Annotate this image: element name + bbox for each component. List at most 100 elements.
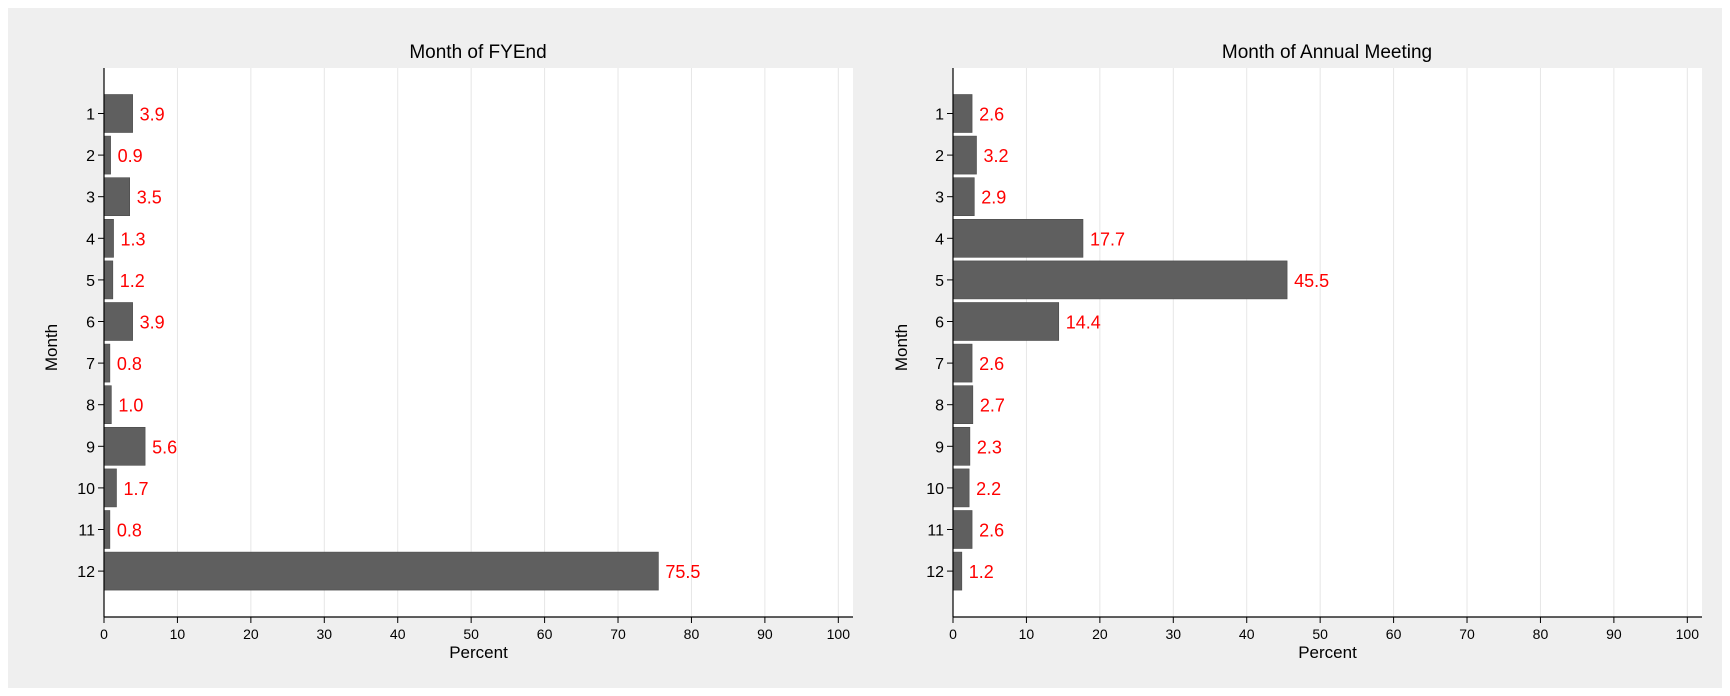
x-tick-label: 0 [949,626,957,642]
bar-value-label: 2.6 [979,354,1004,374]
x-tick-label: 40 [390,626,406,642]
x-tick-label: 60 [1386,626,1402,642]
chart-panel-1: Month of FYEnd 3.9 1 0.9 2 3.5 3 1.3 4 1.2 5 3.9 6 0.… [42,42,853,662]
bar-value-label: 2.9 [981,188,1006,208]
x-tick-label: 100 [1676,626,1700,642]
x-tick-label: 30 [317,626,333,642]
bar-value-label: 75.5 [665,562,700,582]
x-tick-label: 50 [463,626,479,642]
y-tick-label: 11 [78,523,95,540]
bar-value-label: 1.2 [120,271,145,291]
x-tick-label: 10 [170,626,186,642]
y-tick-label: 6 [86,315,95,332]
x-tick-label: 40 [1239,626,1255,642]
bar [952,385,974,425]
y-tick-label: 6 [935,315,944,332]
y-tick-label: 4 [935,231,944,248]
bar [103,219,114,258]
bar [103,135,111,175]
y-tick-label: 1 [935,107,944,124]
x-tick-label: 30 [1166,626,1182,642]
y-axis-label: Month [42,324,61,371]
y-tick-label: 1 [86,107,95,124]
x-tick-label: 0 [100,626,108,642]
bar-value-label: 14.4 [1066,313,1101,333]
x-tick-label: 60 [537,626,553,642]
bar [103,468,117,508]
bar [952,510,973,549]
x-tick-label: 80 [1533,626,1549,642]
bar [103,551,659,591]
y-tick-label: 5 [935,273,944,290]
bar-value-label: 2.6 [979,105,1004,125]
bar-value-label: 1.7 [123,479,148,499]
x-axis-label: Percent [1298,643,1357,662]
chart-title: Month of FYEnd [409,42,546,63]
bar [952,468,970,508]
bar [952,135,977,175]
plot-area [953,68,1702,617]
x-tick-label: 20 [1092,626,1108,642]
y-tick-label: 12 [926,564,944,581]
bar-value-label: 3.2 [983,146,1008,166]
y-tick-label: 3 [935,190,944,207]
bar [103,94,133,133]
x-tick-label: 20 [243,626,259,642]
bar [952,551,963,591]
y-tick-label: 9 [86,439,95,456]
bar [952,426,971,466]
x-tick-label: 70 [610,626,626,642]
x-tick-label: 70 [1459,626,1475,642]
y-tick-label: 7 [86,356,95,373]
bar-value-label: 0.9 [118,146,143,166]
bar-value-label: 3.9 [140,313,165,333]
bar-value-label: 2.7 [980,396,1005,416]
bar-value-label: 0.8 [117,521,142,541]
bar-value-label: 2.6 [979,521,1004,541]
bar [952,94,973,133]
x-tick-label: 80 [684,626,700,642]
y-tick-label: 11 [927,523,944,540]
plot-area [104,68,853,617]
x-tick-label: 10 [1019,626,1035,642]
bar-value-label: 0.8 [117,354,142,374]
bar-value-label: 2.2 [976,479,1001,499]
y-tick-label: 10 [77,481,95,498]
y-tick-label: 2 [935,148,944,165]
x-tick-label: 90 [757,626,773,642]
y-tick-label: 2 [86,148,95,165]
bar-value-label: 3.5 [137,188,162,208]
bar [952,302,1060,341]
bar [103,260,114,300]
bar [952,260,1288,300]
y-axis-label: Month [892,324,911,371]
x-tick-label: 90 [1606,626,1622,642]
y-tick-label: 12 [77,564,95,581]
bar [952,219,1084,258]
x-tick-label: 50 [1312,626,1328,642]
bar [103,510,111,549]
x-axis-label: Percent [449,643,508,662]
bar-value-label: 1.0 [118,396,143,416]
bar-value-label: 45.5 [1294,271,1329,291]
y-tick-label: 8 [935,398,944,415]
bar [103,302,133,341]
bar-value-label: 2.3 [977,437,1002,457]
bar [103,426,146,466]
bar-value-label: 3.9 [140,105,165,125]
bar [952,343,973,383]
y-tick-label: 10 [926,481,944,498]
chart-panel-2: Month of Annual Meeting 2.6 1 3.2 2 2.9 3 17.7 4… [892,42,1702,662]
y-tick-label: 9 [935,439,944,456]
y-tick-label: 3 [86,190,95,207]
x-tick-label: 100 [827,626,851,642]
bar-value-label: 1.2 [969,562,994,582]
bar-value-label: 17.7 [1090,229,1125,249]
bar [103,343,111,383]
y-tick-label: 7 [935,356,944,373]
bar [103,385,112,425]
y-tick-label: 8 [86,398,95,415]
chart-title: Month of Annual Meeting [1222,42,1432,63]
y-tick-label: 5 [86,273,95,290]
